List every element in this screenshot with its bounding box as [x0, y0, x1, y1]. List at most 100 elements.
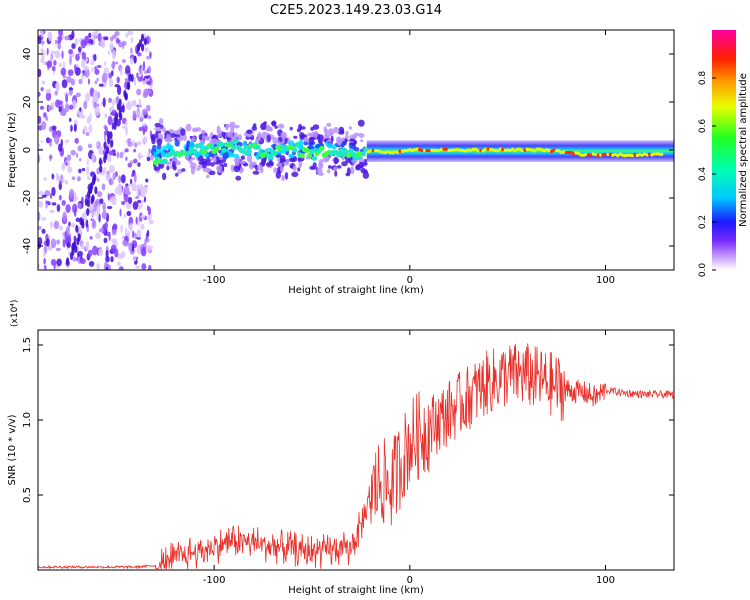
- peak-point: [306, 153, 313, 159]
- peak-point: [562, 150, 566, 154]
- spectrogram-panel: -100 0 100 -40 -20 0 20 40 Height of straight l…: [7, 29, 675, 296]
- heatmap-cell: [40, 87, 44, 92]
- heatmap-cell: [110, 244, 117, 253]
- colorbar-tick-label: 0.8: [698, 71, 708, 86]
- heatmap-cell: [117, 183, 122, 191]
- heatmap-cell: [129, 178, 133, 184]
- peak-point: [464, 149, 468, 153]
- heatmap-cell: [200, 129, 206, 135]
- heatmap-cell: [38, 68, 42, 78]
- heatmap-cell: [230, 125, 235, 134]
- peak-point: [532, 149, 537, 153]
- heatmap-cell: [279, 166, 284, 173]
- heatmap-cell: [345, 172, 351, 177]
- peak-point: [422, 148, 427, 153]
- peak-point: [294, 142, 300, 148]
- heatmap-cell: [95, 141, 99, 147]
- peak-point: [383, 150, 387, 155]
- heatmap-cell: [104, 113, 108, 118]
- peak-point: [476, 149, 480, 153]
- snr-line-layer: [38, 343, 674, 570]
- heatmap-cell: [94, 186, 98, 195]
- heatmap-cell: [196, 167, 201, 171]
- heatmap-cell: [50, 238, 57, 249]
- heatmap-cell: [118, 98, 122, 107]
- heatmap-cell: [158, 117, 164, 126]
- peak-point: [388, 151, 392, 155]
- heatmap-cell: [89, 236, 93, 240]
- heatmap-cell: [93, 53, 97, 62]
- peak-point: [535, 147, 539, 151]
- heatmap-cell: [112, 223, 118, 230]
- heatmap-cell: [51, 202, 57, 206]
- heatmap-cell: [71, 176, 76, 180]
- heatmap-cell: [49, 154, 52, 162]
- peak-point: [213, 146, 220, 152]
- heatmap-cell: [61, 178, 65, 183]
- heatmap-cell: [44, 190, 51, 197]
- heatmap-cell: [46, 47, 49, 56]
- heatmap-cell: [96, 204, 101, 215]
- snr-xtick-label: -100: [203, 575, 226, 586]
- snr-panel: -100 0 100 0.5 1.0 1.5 Height of straight lin…: [7, 300, 675, 596]
- peak-point: [608, 152, 613, 156]
- heatmap-cell: [47, 105, 53, 111]
- peak-point: [518, 147, 522, 151]
- heatmap-cell: [131, 243, 135, 253]
- heatmap-cell: [67, 69, 74, 76]
- heatmap-cell: [110, 111, 115, 116]
- heatmap-cell: [137, 162, 141, 167]
- heatmap-cell: [92, 90, 99, 100]
- heatmap-cell: [345, 130, 349, 136]
- heatmap-cell: [48, 31, 53, 42]
- peak-point: [530, 148, 534, 152]
- heatmap-cell: [166, 165, 170, 171]
- heatmap-cell: [137, 76, 143, 82]
- heatmap-cell: [99, 198, 104, 204]
- heatmap-cell: [90, 196, 94, 205]
- snr-plot-area: [38, 330, 674, 570]
- heatmap-cell: [318, 162, 324, 170]
- heatmap-cell: [362, 171, 370, 179]
- heatmap-cell: [125, 126, 128, 136]
- heatmap-cell: [148, 148, 151, 154]
- heatmap-cell: [135, 265, 141, 269]
- heatmap-cell: [49, 221, 53, 229]
- peak-point: [469, 148, 473, 152]
- peak-point: [640, 153, 644, 157]
- heatmap-cell: [165, 134, 171, 139]
- heatmap-cell: [103, 155, 107, 164]
- heatmap-cell: [50, 50, 56, 55]
- heatmap-cell: [57, 35, 63, 42]
- heatmap-cell: [150, 154, 154, 161]
- spectrogram-ylabel: Frequency (Hz): [7, 112, 18, 188]
- peak-point: [418, 148, 422, 152]
- peak-point: [196, 143, 203, 149]
- heatmap-cell: [143, 196, 147, 203]
- heatmap-cell: [107, 50, 111, 56]
- heatmap-cell: [79, 258, 86, 265]
- peak-point: [577, 151, 581, 156]
- heatmap-cell: [284, 171, 289, 180]
- heatmap-cell: [72, 203, 78, 214]
- heatmap-cell: [110, 139, 114, 148]
- heatmap-cell: [50, 259, 57, 266]
- peak-point: [657, 152, 661, 156]
- peak-point: [542, 149, 546, 153]
- peak-point: [309, 148, 315, 155]
- heatmap-cell: [154, 126, 162, 132]
- heatmap-cell: [230, 164, 235, 173]
- heatmap-cell: [38, 190, 44, 196]
- heatmap-cell: [141, 263, 147, 270]
- heatmap-cell: [328, 132, 333, 137]
- heatmap-cell: [39, 105, 45, 110]
- heatmap-cell: [91, 31, 98, 37]
- figure-title: C2E5.2023.149.23.03.G14: [270, 3, 442, 18]
- peak-point: [625, 153, 630, 157]
- heatmap-cell: [142, 127, 146, 136]
- peak-point: [336, 152, 342, 158]
- heatmap-cell: [67, 166, 73, 173]
- heatmap-cell: [71, 30, 75, 40]
- heatmap-cell: [59, 110, 66, 116]
